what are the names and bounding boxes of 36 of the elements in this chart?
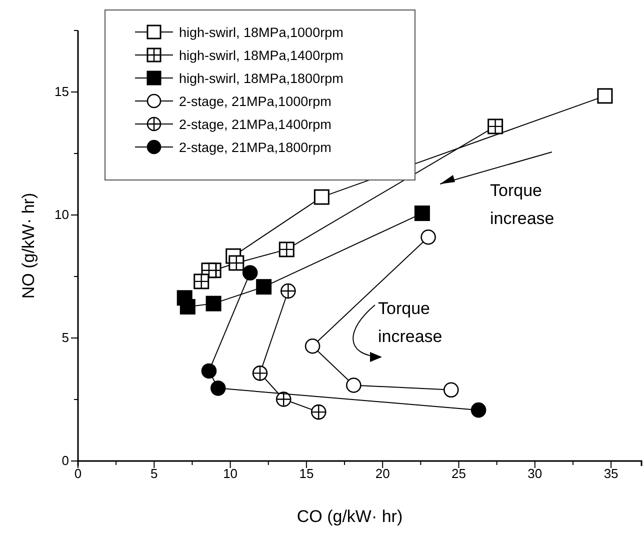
point [443,382,459,398]
annotation: Torque increase [490,181,554,228]
y-tick-label: 15 [54,84,69,100]
point [420,229,436,245]
y-tick-label: 10 [54,207,69,222]
annotation: Torque increase [378,299,442,346]
point [304,338,320,354]
point [256,279,272,295]
legend-label: high-swirl, 18MPa,1800rpm [179,71,344,86]
x-tick-label: 30 [528,466,542,482]
y-tick-label: 5 [62,330,69,346]
legend-label: 2-stage, 21MPa,1800rpm [179,140,332,155]
y-axis-title: NO (g/kW· hr) [19,192,38,299]
legend-label: 2-stage, 21MPa,1400rpm [179,117,332,132]
y-tick-label: 0 [62,453,69,468]
x-tick-label: 5 [150,466,158,482]
point [206,296,222,312]
x-tick-label: 25 [452,466,466,482]
x-tick-label: 35 [604,466,618,482]
x-tick-label: 15 [299,466,314,482]
point [210,380,226,396]
point [414,206,430,222]
point [242,265,258,280]
point [176,290,192,306]
x-tick-label: 20 [375,466,390,482]
point [597,88,613,104]
x-tick-label: 0 [74,466,82,482]
legend-label: high-swirl, 18MPa,1000rpm [179,25,344,40]
x-axis-title: CO (g/kW· hr) [296,507,403,526]
point [470,402,486,418]
point [346,378,362,393]
point [314,189,330,205]
legend-label: high-swirl, 18MPa,1400rpm [179,48,344,63]
x-tick-label: 10 [223,466,238,482]
point [201,363,217,379]
legend-label: 2-stage, 21MPa,1000rpm [179,94,332,109]
